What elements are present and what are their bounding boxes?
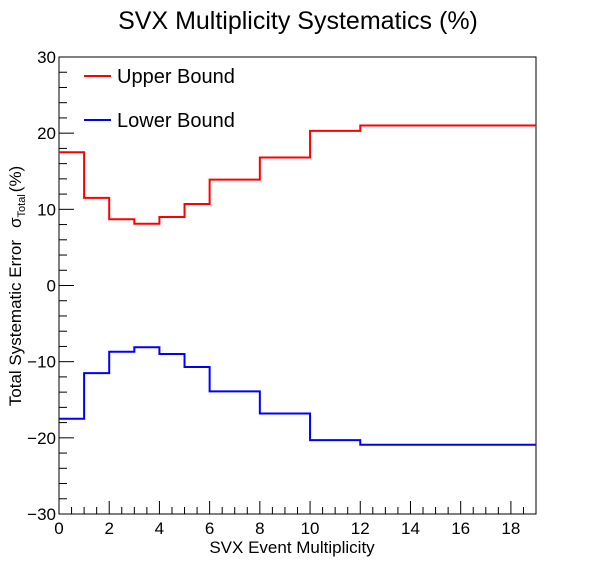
x-tick-label: 12 (351, 519, 370, 538)
y-axis-label-unit: (%) (6, 166, 25, 192)
x-tick-label: 4 (155, 519, 164, 538)
x-tick-label: 16 (451, 519, 470, 538)
x-tick-label: 10 (301, 519, 320, 538)
x-axis: 0 2 4 6 8 10 12 14 16 18 (54, 501, 537, 538)
x-tick-label: 0 (54, 519, 63, 538)
x-tick-label: 14 (401, 519, 420, 538)
series-line-upper (59, 124, 536, 225)
x-axis-label: SVX Event Multiplicity (209, 538, 375, 557)
legend: Upper Bound Lower Bound (84, 66, 235, 132)
x-tick-label: 6 (205, 519, 214, 538)
y-tick-label: 20 (37, 124, 56, 143)
y-tick-label: 0 (47, 277, 56, 296)
y-tick-label: 30 (37, 48, 56, 67)
y-axis-label-sigma: σ (6, 217, 25, 228)
y-tick-label: −10 (27, 353, 56, 372)
y-axis: −30 −20 −10 0 10 20 30 (27, 48, 74, 524)
series-line-lower (59, 346, 536, 446)
y-axis-label: Total Systematic Error σTotal (%) (6, 166, 28, 406)
legend-label: Upper Bound (117, 66, 235, 88)
y-axis-label-subscript: Total (16, 194, 28, 217)
y-axis-label-main: Total Systematic Error (6, 240, 25, 407)
x-tick-label: 18 (501, 519, 520, 538)
y-tick-label: −30 (27, 505, 56, 524)
x-tick-label: 8 (255, 519, 264, 538)
series-layer (59, 124, 536, 446)
y-axis-label-group: Total Systematic Error σTotal (%) (6, 166, 28, 406)
y-tick-label: 10 (37, 200, 56, 219)
x-tick-label: 2 (104, 519, 113, 538)
chart-title: SVX Multiplicity Systematics (%) (118, 7, 478, 35)
y-tick-label: −20 (27, 429, 56, 448)
legend-label: Lower Bound (117, 110, 235, 132)
